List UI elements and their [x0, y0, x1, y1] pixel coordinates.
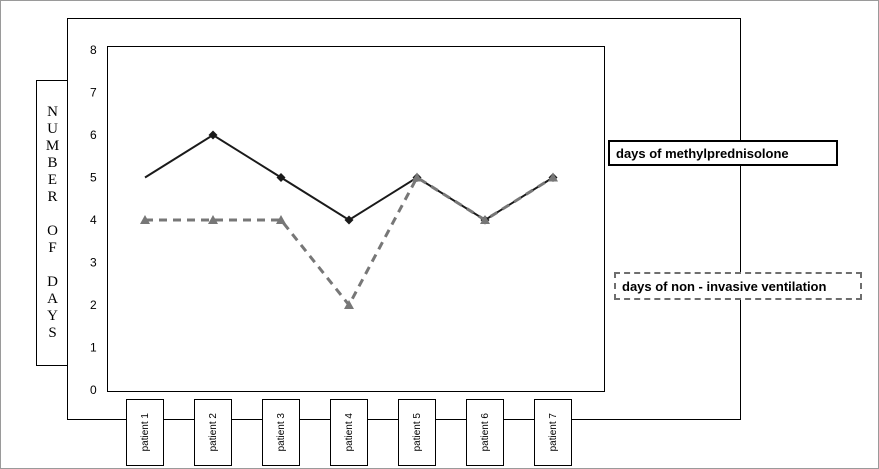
legend-methylprednisolone: days of methylprednisolone [608, 140, 838, 166]
series-2-point [208, 215, 218, 224]
series-line-1 [144, 133, 554, 222]
series-2-point [548, 172, 558, 182]
y-axis-label-box: NUMBER OF DAYS [36, 80, 68, 366]
y-tick-label: 5 [90, 171, 97, 185]
y-axis-label: NUMBER OF DAYS [44, 104, 61, 342]
y-tick-label: 3 [90, 256, 97, 270]
x-tick-label: patient 2 [207, 413, 219, 452]
y-tick-label: 6 [90, 128, 97, 142]
x-category-box: patient 4 [330, 399, 368, 466]
x-tick-label: patient 6 [479, 413, 491, 452]
series-line-2 [145, 175, 554, 308]
x-tick-label: patient 3 [275, 413, 287, 452]
x-category-box: patient 3 [262, 399, 300, 466]
series-1-point [276, 173, 286, 182]
series-1-point [344, 215, 354, 225]
y-tick-label: 4 [90, 213, 97, 227]
x-tick-label: patient 1 [139, 413, 151, 452]
y-tick-label: 7 [90, 86, 97, 100]
x-tick-label: patient 7 [547, 413, 559, 452]
x-category-box: patient 2 [194, 399, 232, 466]
legend-methylprednisolone-label: days of methylprednisolone [616, 145, 789, 161]
y-tick-label: 0 [90, 383, 97, 397]
series-2-point [412, 172, 422, 182]
x-tick-label: patient 5 [411, 413, 423, 452]
series-2-point [344, 300, 354, 309]
y-tick-label: 8 [90, 43, 97, 57]
series-2-point [480, 215, 490, 224]
x-tick-label: patient 4 [343, 413, 355, 452]
legend-non-invasive-ventilation-label: days of non - invasive ventilation [622, 278, 827, 294]
y-tick-label: 1 [90, 341, 97, 355]
x-category-box: patient 5 [398, 399, 436, 466]
x-category-box: patient 1 [126, 399, 164, 466]
y-tick-label: 2 [90, 298, 97, 312]
legend-non-invasive-ventilation: days of non - invasive ventilation [614, 272, 862, 300]
series-2-point [140, 215, 150, 224]
x-category-box: patient 6 [466, 399, 504, 466]
series-2-point [276, 215, 286, 224]
series-1-point [208, 130, 218, 140]
x-category-box: patient 7 [534, 399, 572, 466]
